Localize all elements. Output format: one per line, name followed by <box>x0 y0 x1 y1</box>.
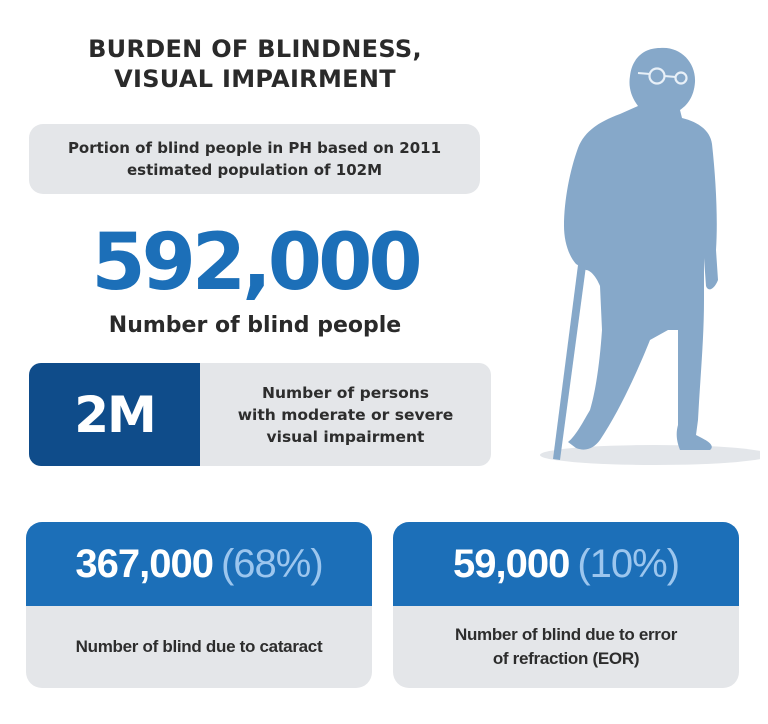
visual-impairment-description: Number of persons with moderate or sever… <box>200 363 491 466</box>
impairment-line-3: visual impairment <box>266 427 425 446</box>
eor-card: 59,000 (10%) Number of blind due to erro… <box>393 522 739 688</box>
cataract-value: 367,000 <box>75 541 214 586</box>
blind-total-label: Number of blind people <box>108 313 402 338</box>
intro-line-1: Portion of blind people in PH based on 2… <box>67 139 442 157</box>
title-line-1: BURDEN OF BLINDNESS, <box>88 35 422 63</box>
cataract-line-1: Number of blind due to cataract <box>75 637 323 656</box>
impairment-line-1: Number of persons <box>262 383 429 402</box>
eor-description: Number of blind due to error of refracti… <box>393 606 739 688</box>
eor-percent: (10%) <box>577 541 680 586</box>
eor-line-2: of refraction (EOR) <box>492 649 640 668</box>
cataract-percent: (68%) <box>220 541 324 586</box>
eor-line-1: Number of blind due to error <box>454 625 678 644</box>
visual-impairment-box: 2M Number of persons with moderate or se… <box>29 363 491 466</box>
intro-box: Portion of blind people in PH based on 2… <box>29 124 480 194</box>
page-title: BURDEN OF BLINDNESS, VISUAL IMPAIRMENT <box>40 34 470 94</box>
impairment-line-2: with moderate or severe <box>237 405 454 424</box>
blind-total-value: 592,000 <box>91 218 422 308</box>
cataract-card: 367,000 (68%) Number of blind due to cat… <box>26 522 372 688</box>
blind-person-with-cane-icon <box>520 40 768 480</box>
visual-impairment-value: 2M <box>29 363 200 466</box>
eor-stat: 59,000 (10%) <box>393 522 739 606</box>
cataract-description: Number of blind due to cataract <box>26 606 372 688</box>
eor-value: 59,000 <box>452 541 570 586</box>
cataract-stat: 367,000 (68%) <box>26 522 372 606</box>
title-line-2: VISUAL IMPAIRMENT <box>114 65 396 93</box>
intro-line-2: estimated population of 102M <box>127 161 382 179</box>
